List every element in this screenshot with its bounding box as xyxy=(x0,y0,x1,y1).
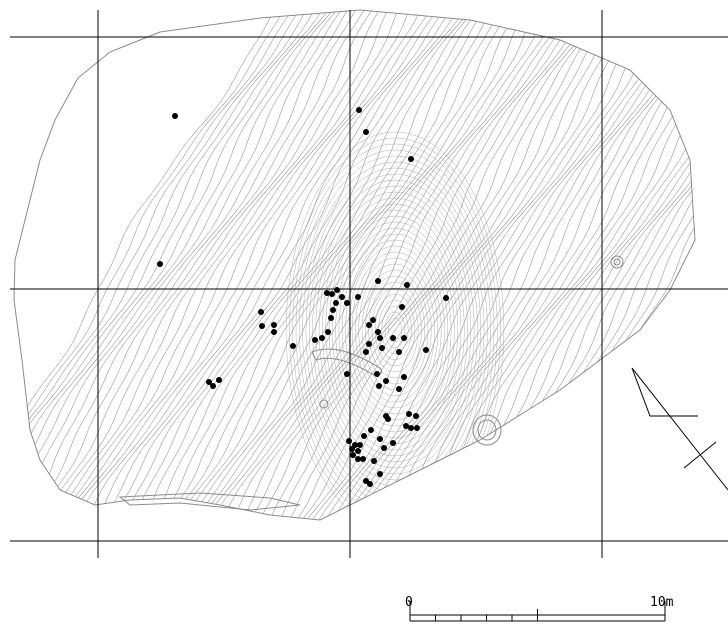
find-point xyxy=(377,471,383,477)
find-point xyxy=(330,307,336,313)
find-point xyxy=(376,383,382,389)
find-point xyxy=(361,433,367,439)
find-point xyxy=(408,156,414,162)
find-point xyxy=(290,343,296,349)
find-point xyxy=(379,345,385,351)
find-point xyxy=(390,335,396,341)
find-point xyxy=(259,323,265,329)
site-outline xyxy=(13,9,696,521)
find-point xyxy=(406,411,412,417)
find-point xyxy=(367,481,373,487)
find-point xyxy=(371,458,377,464)
find-point xyxy=(157,261,163,267)
find-point xyxy=(370,317,376,323)
scale-bar-start-label: 0 xyxy=(405,595,413,610)
find-point xyxy=(396,349,402,355)
find-point xyxy=(349,446,355,452)
find-point xyxy=(319,335,325,341)
find-point xyxy=(258,309,264,315)
find-point xyxy=(355,448,361,454)
small-mound-feature xyxy=(610,255,624,269)
grid-lines xyxy=(10,10,728,558)
find-point xyxy=(346,438,352,444)
find-point xyxy=(206,379,212,385)
find-point xyxy=(324,290,330,296)
find-point xyxy=(355,456,361,462)
find-point xyxy=(368,427,374,433)
find-point xyxy=(403,423,409,429)
find-point xyxy=(344,300,350,306)
find-point xyxy=(339,294,345,300)
find-point xyxy=(401,335,407,341)
find-point xyxy=(356,107,362,113)
find-point xyxy=(363,129,369,135)
find-point xyxy=(329,291,335,297)
find-point xyxy=(312,337,318,343)
find-point xyxy=(408,425,414,431)
find-point xyxy=(216,377,222,383)
find-point xyxy=(375,278,381,284)
find-point xyxy=(414,425,420,431)
terrain-features xyxy=(118,255,624,511)
find-point xyxy=(413,413,419,419)
find-point xyxy=(423,347,429,353)
find-point xyxy=(374,371,380,377)
find-point xyxy=(355,294,361,300)
find-point xyxy=(385,416,391,422)
elongated-feature xyxy=(311,348,383,376)
find-point xyxy=(328,315,334,321)
find-point xyxy=(360,456,366,462)
find-point xyxy=(375,329,381,335)
find-point xyxy=(325,329,331,335)
find-point xyxy=(366,341,372,347)
find-point xyxy=(363,349,369,355)
scale-bar-end-label: 10m xyxy=(650,595,674,610)
find-points xyxy=(157,107,449,487)
find-point xyxy=(271,329,277,335)
find-point xyxy=(334,287,340,293)
find-point xyxy=(377,335,383,341)
find-point xyxy=(172,113,178,119)
find-point xyxy=(383,378,389,384)
find-point xyxy=(381,445,387,451)
depression-feature xyxy=(472,414,502,446)
north-arrow-icon xyxy=(631,367,728,491)
find-point xyxy=(377,436,383,442)
find-point xyxy=(271,322,277,328)
find-point xyxy=(399,304,405,310)
find-point xyxy=(443,295,449,301)
find-point xyxy=(366,322,372,328)
find-point xyxy=(401,374,407,380)
find-point xyxy=(357,442,363,448)
find-point xyxy=(333,300,339,306)
find-point xyxy=(350,452,356,458)
find-point xyxy=(404,282,410,288)
find-point xyxy=(390,440,396,446)
scale-bar xyxy=(409,601,666,622)
find-point xyxy=(344,371,350,377)
find-point xyxy=(210,383,216,389)
find-point xyxy=(396,386,402,392)
